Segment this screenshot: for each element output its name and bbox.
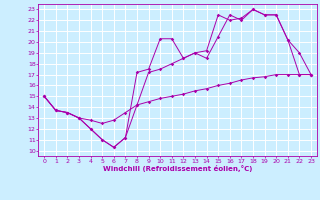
X-axis label: Windchill (Refroidissement éolien,°C): Windchill (Refroidissement éolien,°C) [103,165,252,172]
